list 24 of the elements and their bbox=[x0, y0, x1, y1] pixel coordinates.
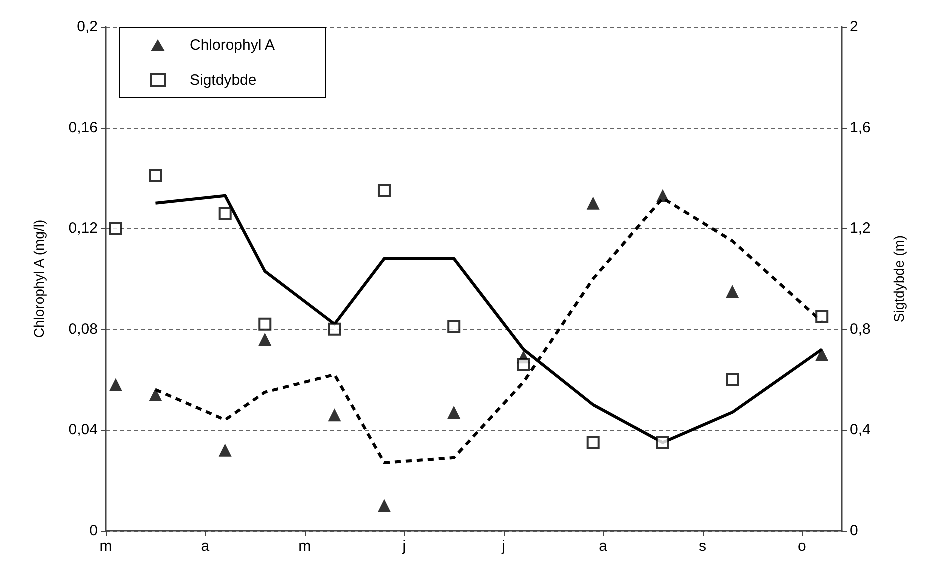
x-tick-label: j bbox=[402, 538, 406, 555]
y2-axis-title: Sigtdybde (m) bbox=[891, 235, 907, 323]
y2-tick-label: 1,6 bbox=[850, 119, 871, 136]
y2-tick-label: 0 bbox=[850, 522, 858, 540]
y-tick-label: 0,16 bbox=[68, 119, 98, 136]
legend-label: Sigtdybde bbox=[190, 72, 257, 89]
y2-tick-label: 1,2 bbox=[850, 220, 871, 238]
legend-label: Chlorophyl A bbox=[190, 37, 276, 54]
x-tick-label: m bbox=[298, 538, 312, 555]
x-tick-label: a bbox=[201, 538, 210, 555]
y-tick-label: 0,2 bbox=[77, 18, 98, 36]
y-tick-label: 0,12 bbox=[68, 220, 98, 238]
y2-tick-label: 0,8 bbox=[850, 320, 871, 338]
x-tick-label: j bbox=[501, 538, 506, 555]
x-tick-label: m bbox=[100, 538, 112, 555]
y2-tick-label: 2 bbox=[850, 18, 858, 36]
x-tick-label: a bbox=[599, 538, 608, 555]
x-tick-label: s bbox=[699, 538, 707, 555]
y-tick-label: 0,04 bbox=[68, 422, 98, 439]
y-tick-label: 0 bbox=[90, 522, 98, 540]
y-axis-title: Chlorophyl A (mg/l) bbox=[31, 220, 47, 338]
y-tick-label: 0,08 bbox=[68, 320, 98, 338]
y2-tick-label: 0,4 bbox=[850, 422, 871, 439]
x-tick-label: o bbox=[798, 538, 806, 555]
